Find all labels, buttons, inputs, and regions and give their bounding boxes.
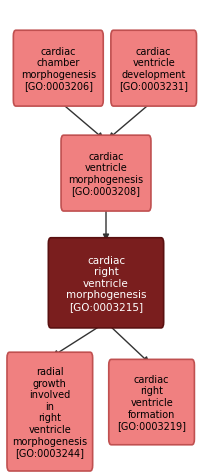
Text: cardiac
right
ventricle
formation
[GO:0003219]: cardiac right ventricle formation [GO:00… [117,374,186,430]
Text: cardiac
ventricle
development
[GO:0003231]: cardiac ventricle development [GO:000323… [119,47,188,91]
Text: cardiac
chamber
morphogenesis
[GO:0003206]: cardiac chamber morphogenesis [GO:000320… [21,47,96,91]
FancyBboxPatch shape [109,360,194,445]
Text: cardiac
ventricle
morphogenesis
[GO:0003208]: cardiac ventricle morphogenesis [GO:0003… [68,151,144,196]
FancyBboxPatch shape [7,352,93,471]
FancyBboxPatch shape [61,136,151,212]
FancyBboxPatch shape [13,31,103,107]
FancyBboxPatch shape [111,31,197,107]
Text: radial
growth
involved
in
right
ventricle
morphogenesis
[GO:0003244]: radial growth involved in right ventricl… [12,366,87,457]
Text: cardiac
right
ventricle
morphogenesis
[GO:0003215]: cardiac right ventricle morphogenesis [G… [66,255,146,311]
FancyBboxPatch shape [48,238,164,328]
